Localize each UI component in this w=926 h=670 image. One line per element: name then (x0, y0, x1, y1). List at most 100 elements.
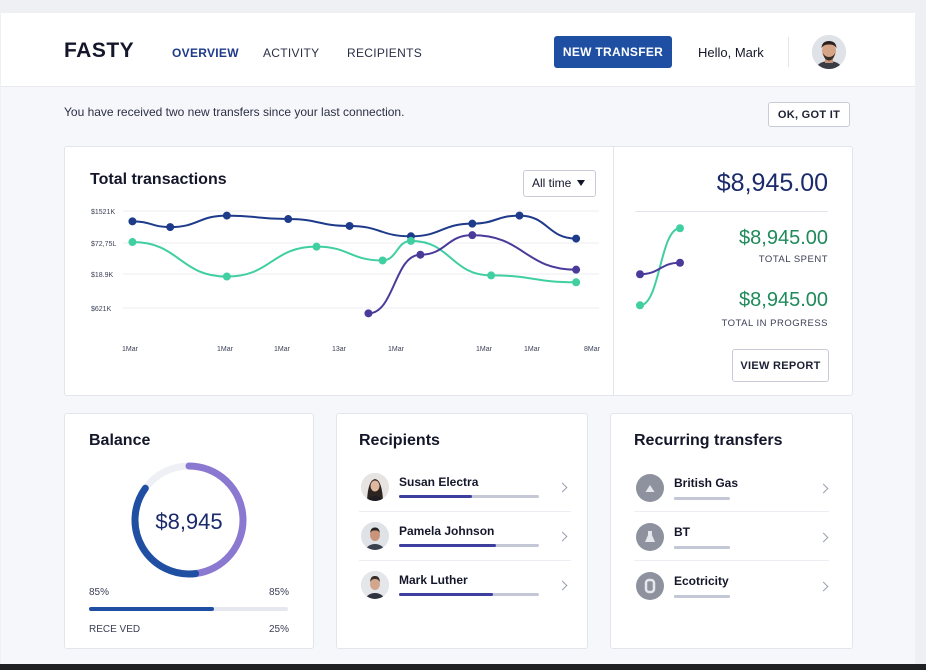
x-tick-label: 1Mar (217, 346, 234, 353)
y-tick-label: $18.9K (91, 272, 114, 279)
time-filter-value: All time (532, 176, 572, 190)
x-tick-label: 1Mar (476, 346, 493, 353)
y-tick-label: $72,75L (91, 241, 116, 248)
data-point[interactable] (312, 242, 321, 251)
bottom-bar (0, 664, 926, 670)
total-amount: $8,945.00 (716, 169, 828, 197)
recipient-progress-fill (399, 544, 496, 547)
chevron-right-icon (557, 482, 568, 493)
recipient-name: Mark Luther (399, 573, 468, 587)
recipient-progress-fill (399, 495, 472, 498)
recurring-progress-track (674, 595, 730, 598)
notification-text: You have received two new transfers sinc… (64, 105, 405, 119)
transactions-title: Total transactions (90, 171, 227, 188)
data-point[interactable] (284, 215, 293, 224)
data-point[interactable] (636, 301, 644, 310)
x-tick-label: 8Mar (584, 346, 601, 353)
data-point[interactable] (515, 211, 524, 220)
app-window: FASTY OVERVIEW ACTIVITY RECIPIENTS NEW T… (1, 13, 915, 664)
recurring-name: Ecotricity (674, 574, 729, 588)
caret-down-icon (577, 180, 585, 186)
received-percent: 25% (268, 624, 289, 635)
recipient-avatar (361, 522, 389, 550)
recipient-row[interactable]: Susan Electra (337, 464, 597, 512)
x-tick-label: 1Mar (388, 346, 405, 353)
new-transfer-button[interactable]: NEW TRANSFER (554, 36, 672, 68)
recurring-transfers-card: Recurring transfers British Gas BT Ecotr… (610, 413, 853, 649)
x-tick-label: 13ar (332, 346, 347, 353)
balance-card: Balance $8,945 85% 85% RECE VED 25% (64, 413, 314, 649)
recipient-avatar (361, 473, 389, 501)
recurring-progress-track (674, 497, 730, 500)
data-point[interactable] (378, 256, 387, 265)
transactions-chart: $1521K $72,75L $18.9K $621K 1Mar 1Mar 1Mar 13ar… (91, 209, 684, 353)
recipient-progress-track (399, 495, 539, 498)
series-line (368, 234, 577, 315)
recipient-avatar (361, 571, 389, 599)
data-point[interactable] (676, 224, 684, 233)
row-divider (634, 560, 829, 561)
recurring-row[interactable]: Ecotricity (611, 562, 871, 610)
data-point[interactable] (636, 270, 644, 279)
balance-bar-fill (89, 607, 215, 611)
recipient-row[interactable]: Pamela Johnson (337, 513, 597, 561)
stat-divider (635, 211, 828, 212)
recurring-row[interactable]: BT (611, 513, 871, 561)
recurring-progress-fill (674, 595, 730, 598)
series-line (132, 214, 577, 240)
data-point[interactable] (487, 271, 496, 280)
series-line (132, 239, 577, 284)
data-point[interactable] (572, 278, 581, 287)
person-icon (636, 474, 664, 502)
data-point[interactable] (345, 221, 354, 230)
chevron-right-icon (557, 580, 568, 591)
recurring-name: BT (674, 525, 690, 539)
balance-donut (131, 462, 247, 578)
recipient-row[interactable]: Mark Luther (337, 562, 597, 610)
x-tick-label: 1Mar (274, 346, 291, 353)
total-in-progress-amount: $8,945.00 (739, 289, 828, 311)
recipient-progress-track (399, 544, 539, 547)
recurring-row[interactable]: British Gas (611, 464, 871, 512)
recipients-title: Recipients (359, 432, 440, 449)
balance-right-percent: 85% (268, 587, 289, 598)
balance-bar-track (89, 607, 288, 611)
flask-icon (636, 523, 664, 551)
data-point[interactable] (364, 309, 373, 318)
nav-activity[interactable]: ACTIVITY (263, 46, 320, 60)
data-point[interactable] (406, 236, 415, 245)
recurring-progress-fill (674, 497, 705, 500)
chevron-right-icon (557, 531, 568, 542)
chevron-right-icon (818, 581, 829, 592)
data-point[interactable] (468, 231, 477, 240)
data-point[interactable] (128, 217, 137, 226)
data-point[interactable] (222, 272, 231, 281)
view-report-button[interactable]: VIEW REPORT (732, 349, 829, 382)
y-tick-label: $1521K (91, 209, 115, 216)
data-point[interactable] (572, 265, 581, 274)
data-point[interactable] (676, 258, 684, 267)
data-point[interactable] (572, 234, 581, 243)
donut-arc-purple (185, 462, 247, 578)
recurring-title: Recurring transfers (634, 432, 783, 449)
data-point[interactable] (222, 211, 231, 220)
user-greeting: Hello, Mark (698, 45, 764, 60)
total-in-progress-label: TOTAL IN PROGRESS (721, 318, 828, 329)
chevron-right-icon (818, 483, 829, 494)
row-divider (359, 560, 571, 561)
dismiss-notice-button[interactable]: OK, GOT IT (768, 102, 850, 127)
data-point[interactable] (166, 223, 175, 232)
nav-overview[interactable]: OVERVIEW (172, 46, 239, 60)
donut-arc-blue (131, 484, 200, 578)
time-filter-dropdown[interactable]: All time (523, 170, 596, 197)
balance-left-percent: 85% (89, 587, 110, 598)
recurring-progress-track (674, 546, 730, 549)
nav-recipients[interactable]: RECIPIENTS (347, 46, 423, 60)
data-point[interactable] (468, 219, 477, 228)
x-tick-label: 1Mar (122, 346, 139, 353)
data-point[interactable] (416, 250, 425, 259)
total-spent-label: TOTAL SPENT (758, 254, 828, 265)
data-point[interactable] (128, 238, 137, 247)
balance-amount: $8,945 (155, 509, 223, 534)
user-avatar[interactable] (812, 35, 846, 69)
